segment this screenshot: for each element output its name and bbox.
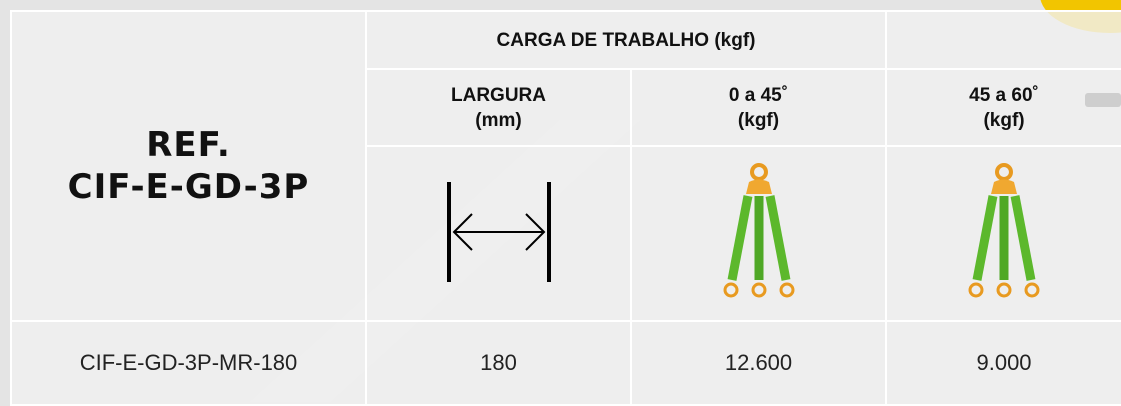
width-value: 180 — [365, 320, 632, 406]
ref-cell: REF. CIF-E-GD-3P — [10, 10, 367, 322]
width-icon — [446, 181, 551, 282]
column-header: 0 a 45˚ (kgf) — [629, 68, 888, 147]
sling-icon — [968, 162, 1040, 297]
column-header: 45 a 60˚ (kgf) — [885, 68, 1121, 147]
group-header: CARGA DE TRABALHO (kgf) — [364, 10, 888, 70]
load-value: 9.000 — [885, 320, 1121, 406]
sling-icon — [723, 162, 794, 297]
column-header: LARGURA (mm) — [365, 68, 632, 147]
spec-table: REF. CIF-E-GD-3P CARGA DE TRABALHO (kgf)… — [10, 10, 1121, 406]
empty-cell — [885, 10, 1121, 70]
header-line: (kgf) — [983, 109, 1025, 131]
ref-value: CIF-E-GD-3P-MR-180 — [10, 320, 367, 406]
header-line: 0 a 45˚ — [728, 84, 789, 106]
header-line: LARGURA — [451, 84, 546, 106]
sling-icon-cell — [885, 145, 1121, 322]
header-line: (mm) — [475, 109, 522, 131]
sling-icon-cell — [629, 145, 888, 322]
ref-line: CIF-E-GD-3P — [67, 167, 310, 207]
header-line: 45 a 60˚ — [969, 84, 1039, 106]
load-value: 12.600 — [629, 320, 888, 406]
ref-line: REF. — [146, 125, 231, 165]
width-icon-cell — [365, 145, 632, 322]
header-line: (kgf) — [737, 109, 780, 131]
